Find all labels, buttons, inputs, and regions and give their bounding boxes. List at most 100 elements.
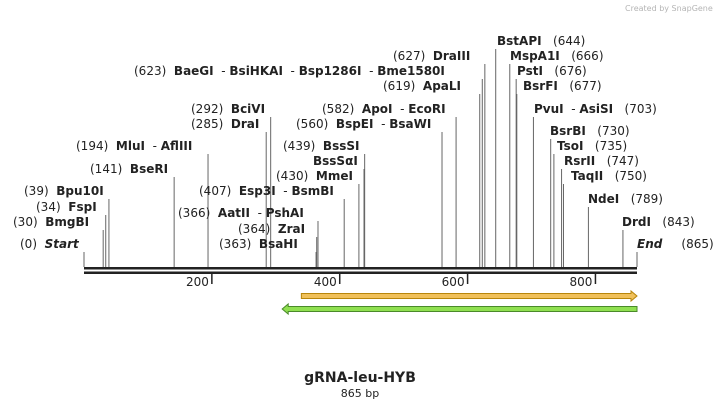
site-label[interactable]: (39) Bpu10I — [24, 184, 104, 198]
site-label[interactable]: (627) DraIII — [393, 49, 470, 63]
enzyme-name: NdeI — [588, 192, 619, 206]
site-position: (430) — [276, 169, 308, 183]
site-separator: - — [250, 206, 266, 220]
ruler-tick-label: 600 — [442, 275, 465, 289]
enzyme-name: MmeI — [316, 169, 353, 183]
enzyme-name: PvuI — [534, 102, 564, 116]
site-label[interactable]: (582) ApoI - EcoRI — [322, 102, 446, 116]
site-label[interactable]: (407) Esp3I - BsmBI — [199, 184, 334, 198]
feature-green[interactable] — [281, 302, 638, 316]
backbone-top-strand — [84, 267, 637, 270]
site-label[interactable]: BsrBI (730) — [550, 124, 630, 138]
site-label[interactable]: DrdI (843) — [622, 215, 695, 229]
site-position: (730) — [597, 124, 629, 138]
site-position: (407) — [199, 184, 231, 198]
enzyme-name: MluI — [116, 139, 145, 153]
site-label[interactable]: (363) BsaHI — [219, 237, 298, 251]
site-position: (789) — [631, 192, 663, 206]
site-position: (194) — [76, 139, 108, 153]
site-label[interactable]: TsoI (735) — [557, 139, 627, 153]
enzyme-name: BsaWI — [389, 117, 431, 131]
site-label[interactable]: NdeI (789) — [588, 192, 663, 206]
site-label[interactable]: End (865) — [637, 237, 714, 251]
enzyme-name: FspI — [68, 200, 96, 214]
site-label[interactable]: (194) MluI - AflIII — [76, 139, 192, 153]
site-position: (0) — [20, 237, 37, 251]
site-separator: - — [373, 117, 389, 131]
features — [281, 289, 638, 316]
site-label[interactable]: (364) ZraI — [238, 222, 305, 236]
site-label[interactable]: (285) DraI — [191, 117, 259, 131]
site-position: (677) — [569, 79, 601, 93]
site-position: (676) — [554, 64, 586, 78]
site-label[interactable]: (34) FspI — [36, 200, 97, 214]
site-label[interactable]: BsrFI (677) — [523, 79, 602, 93]
enzyme-name: Start — [45, 237, 80, 251]
enzyme-name: BciVI — [231, 102, 265, 116]
site-position: (735) — [595, 139, 627, 153]
site-label[interactable]: BstAPI (644) — [497, 34, 585, 48]
site-label[interactable]: (141) BseRI — [90, 162, 168, 176]
enzyme-name: BsiHKAI — [229, 64, 283, 78]
site-position: (582) — [322, 102, 354, 116]
enzyme-name: ApoI — [362, 102, 393, 116]
site-label[interactable]: PstI (676) — [517, 64, 587, 78]
backbone-bottom-strand — [84, 271, 637, 274]
site-label[interactable]: (623) BaeGI - BsiHKAI - Bsp1286I - Bme15… — [134, 64, 445, 78]
enzyme-name: AsiSI — [579, 102, 613, 116]
enzyme-name: BseRI — [130, 162, 168, 176]
backbone — [84, 267, 637, 274]
site-position: (364) — [238, 222, 270, 236]
watermark-text: Created by SnapGene — [625, 4, 713, 13]
site-label[interactable]: BssSαI — [313, 154, 358, 168]
enzyme-name: BsrBI — [550, 124, 586, 138]
site-label[interactable]: (0) Start — [20, 237, 80, 251]
site-label[interactable]: PvuI - AsiSI (703) — [534, 102, 657, 116]
enzyme-name: EcoRI — [408, 102, 445, 116]
site-label[interactable]: RsrII (747) — [564, 154, 639, 168]
site-label[interactable]: (439) BssSI — [283, 139, 359, 153]
enzyme-name: RsrII — [564, 154, 595, 168]
enzyme-name: Bsp1286I — [299, 64, 362, 78]
site-label[interactable]: (292) BciVI — [191, 102, 265, 116]
ruler-ticks: 200 400 600 800 — [186, 274, 597, 289]
site-position: (703) — [625, 102, 657, 116]
site-label[interactable]: (366) AatII - PshAI — [178, 206, 304, 220]
site-label[interactable]: (619) ApaLI — [383, 79, 461, 93]
enzyme-name: AatII — [218, 206, 250, 220]
site-position: (560) — [296, 117, 328, 131]
enzyme-name: BaeGI — [174, 64, 214, 78]
enzyme-name: BsmBI — [291, 184, 333, 198]
site-separator: - — [276, 184, 292, 198]
ruler-tick-label: 200 — [186, 275, 209, 289]
site-position: (292) — [191, 102, 223, 116]
site-position: (34) — [36, 200, 61, 214]
enzyme-name: Bpu10I — [56, 184, 103, 198]
enzyme-name: MspA1I — [510, 49, 560, 63]
site-position: (750) — [615, 169, 647, 183]
site-position: (619) — [383, 79, 415, 93]
enzyme-name: DraI — [231, 117, 259, 131]
site-separator: - — [361, 64, 377, 78]
enzyme-name: BsrFI — [523, 79, 558, 93]
enzyme-name: DrdI — [622, 215, 651, 229]
site-label[interactable]: (430) MmeI — [276, 169, 353, 183]
site-label[interactable]: (560) BspEI - BsaWI — [296, 117, 431, 131]
site-separator: - — [214, 64, 230, 78]
feature-orange[interactable] — [300, 289, 638, 303]
site-position: (141) — [90, 162, 122, 176]
enzyme-name: ApaLI — [423, 79, 461, 93]
enzyme-name: Bme1580I — [377, 64, 445, 78]
enzyme-name: PstI — [517, 64, 543, 78]
site-label[interactable]: (30) BmgBI — [13, 215, 89, 229]
sequence-name: gRNA-leu-HYB — [304, 370, 416, 386]
enzyme-name: BssSI — [323, 139, 360, 153]
site-position: (439) — [283, 139, 315, 153]
enzyme-name: BsaHI — [259, 237, 298, 251]
site-label[interactable]: MspA1I (666) — [510, 49, 604, 63]
site-position: (627) — [393, 49, 425, 63]
site-label[interactable]: TaqII (750) — [571, 169, 647, 183]
site-position: (644) — [553, 34, 585, 48]
enzyme-name: End — [637, 237, 663, 251]
